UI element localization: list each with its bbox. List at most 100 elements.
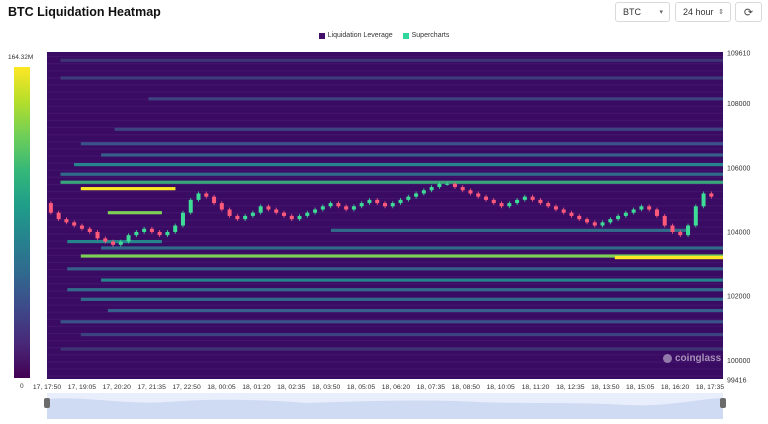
candle-body (103, 238, 108, 242)
x-tick-label: 18, 08:50 (452, 384, 481, 391)
candle-body (585, 219, 590, 223)
candle-body (48, 203, 53, 213)
colorbar (14, 67, 30, 378)
liquidation-band (614, 256, 723, 260)
candle-body (701, 193, 706, 207)
candle-body (64, 219, 69, 223)
candle-body (577, 215, 582, 220)
candle-body (196, 193, 201, 200)
candle-body (212, 196, 217, 204)
candle-body (484, 196, 489, 200)
candle-body (305, 212, 310, 216)
candle-body (390, 203, 395, 207)
chart-legend: Liquidation Leverage Supercharts (0, 32, 768, 39)
heatmap-texture-row (47, 361, 723, 363)
navigator-handle-left[interactable] (44, 398, 50, 408)
heatmap-texture-row (47, 91, 723, 93)
candle-body (320, 206, 325, 210)
candle-body (538, 199, 543, 204)
liquidation-band (107, 308, 724, 313)
time-navigator[interactable] (47, 393, 723, 419)
symbol-select[interactable]: BTC ▾ (615, 2, 670, 22)
candle-body (367, 199, 372, 204)
candle-body (414, 193, 419, 197)
y-tick-label: 102000 (727, 294, 750, 301)
candle-body (204, 193, 209, 197)
liquidation-band (60, 320, 723, 324)
candle-body (165, 231, 170, 236)
x-tick-label: 17, 21:35 (138, 384, 167, 391)
candle-body (79, 225, 84, 229)
candle-body (87, 228, 92, 232)
liquidation-band (148, 97, 723, 101)
candle-body (313, 209, 318, 213)
watermark-text: coinglass (675, 353, 722, 364)
heatmap-texture-row (47, 84, 723, 86)
candle-body (445, 183, 450, 185)
heatmap-texture-row (47, 134, 723, 136)
y-axis: 109610 108000 106000 104000 102000 100000 9941… (727, 51, 750, 385)
refresh-button[interactable]: ⟳ (735, 2, 762, 22)
candle-body (56, 212, 61, 220)
candle-body (149, 228, 154, 232)
candle-body (72, 222, 77, 226)
heatmap-texture-row (47, 112, 723, 114)
candle-body (437, 183, 442, 188)
y-tick-label: 99416 (727, 378, 747, 385)
x-tick-label: 18, 12:35 (556, 384, 585, 391)
candle-body (157, 231, 162, 236)
heatmap-texture-row (47, 375, 723, 377)
navigator-handle-right[interactable] (720, 398, 726, 408)
legend-label: Liquidation Leverage (327, 32, 393, 39)
colorbar-max-label: 164.32M (8, 54, 34, 61)
candle-body (359, 203, 364, 207)
candle-body (460, 187, 465, 191)
y-tick-label: 108000 (727, 101, 750, 108)
candle-body (569, 212, 574, 216)
candle-body (126, 235, 131, 242)
candle-body (491, 199, 496, 204)
candle-body (561, 209, 566, 213)
candle-body (118, 241, 123, 245)
candle-body (616, 215, 621, 220)
liquidation-band (114, 127, 724, 131)
candle-body (406, 196, 411, 200)
liquidation-band (101, 153, 723, 157)
legend-item-supercharts[interactable]: Supercharts (402, 32, 450, 39)
candle-body (111, 241, 116, 245)
heatmap-texture-row (47, 183, 723, 185)
candle-body (398, 199, 403, 204)
legend-item-liquidation-leverage[interactable]: Liquidation Leverage (318, 32, 393, 39)
legend-label: Supercharts (411, 32, 450, 39)
candle-body (429, 187, 434, 191)
candle-body (678, 231, 683, 236)
candle-body (553, 206, 558, 210)
x-tick-label: 18, 00:05 (207, 384, 236, 391)
colorbar-min-label: 0 (20, 383, 24, 390)
heatmap-texture-row (47, 283, 723, 285)
liquidation-band (74, 162, 724, 167)
legend-swatch (402, 32, 409, 39)
candle-body (608, 219, 613, 223)
heatmap-plot-background (47, 52, 723, 379)
heatmap-texture-row (47, 340, 723, 342)
heatmap-texture-row (47, 233, 723, 235)
heatmap-texture-row (47, 354, 723, 356)
heatmap-texture-row (47, 56, 723, 58)
candle-body (452, 183, 457, 188)
heatmap-texture-row (47, 105, 723, 107)
heatmap-texture-row (47, 311, 723, 313)
x-tick-label: 18, 11:20 (522, 384, 550, 391)
candle-body (522, 196, 527, 200)
heatmap-texture-row (47, 127, 723, 129)
heatmap-texture-row (47, 276, 723, 278)
y-tick-label: 106000 (727, 165, 750, 172)
candle-body (421, 190, 426, 194)
candle-body (235, 215, 240, 220)
range-select[interactable]: 24 hour ⇕ (675, 2, 731, 22)
legend-swatch (318, 32, 325, 39)
y-tick-label: 104000 (727, 229, 750, 236)
candle-body (476, 193, 481, 197)
candle-body (468, 190, 473, 194)
